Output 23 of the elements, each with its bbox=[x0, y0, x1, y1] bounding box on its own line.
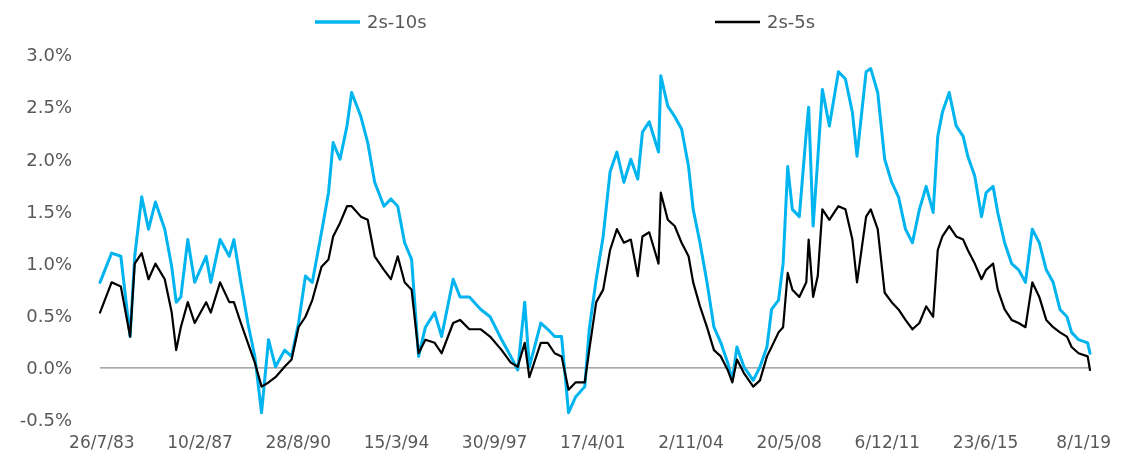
y-tick-label: -0.5% bbox=[19, 409, 72, 431]
x-tick-label: 20/5/08 bbox=[756, 432, 822, 452]
x-tick-label: 26/7/83 bbox=[69, 432, 135, 452]
x-tick-label: 6/12/11 bbox=[854, 432, 921, 452]
x-tick-label: 28/8/90 bbox=[265, 432, 332, 452]
x-tick-label: 17/4/01 bbox=[560, 432, 626, 452]
legend-label: 2s-5s bbox=[767, 11, 816, 32]
x-tick-label: 30/9/97 bbox=[461, 432, 528, 452]
x-tick-label: 23/6/15 bbox=[952, 432, 1019, 452]
y-tick-label: 0.0% bbox=[26, 357, 72, 379]
line-series bbox=[98, 191, 1092, 391]
y-tick-label: 2.5% bbox=[26, 96, 72, 118]
x-tick-label: 2/11/04 bbox=[658, 432, 724, 452]
y-tick-label: 0.5% bbox=[26, 305, 72, 327]
legend-label: 2s-10s bbox=[367, 11, 427, 32]
y-tick-label: 2.0% bbox=[26, 148, 72, 170]
x-tick-label: 8/1/19 bbox=[1056, 432, 1112, 452]
line-series bbox=[98, 67, 1092, 415]
x-tick-label: 15/3/94 bbox=[363, 432, 430, 452]
y-tick-label: 1.0% bbox=[26, 252, 72, 274]
y-tick-label: 1.5% bbox=[26, 200, 72, 222]
x-tick-label: 10/2/87 bbox=[167, 432, 233, 452]
y-tick-label: 3.0% bbox=[26, 44, 72, 66]
